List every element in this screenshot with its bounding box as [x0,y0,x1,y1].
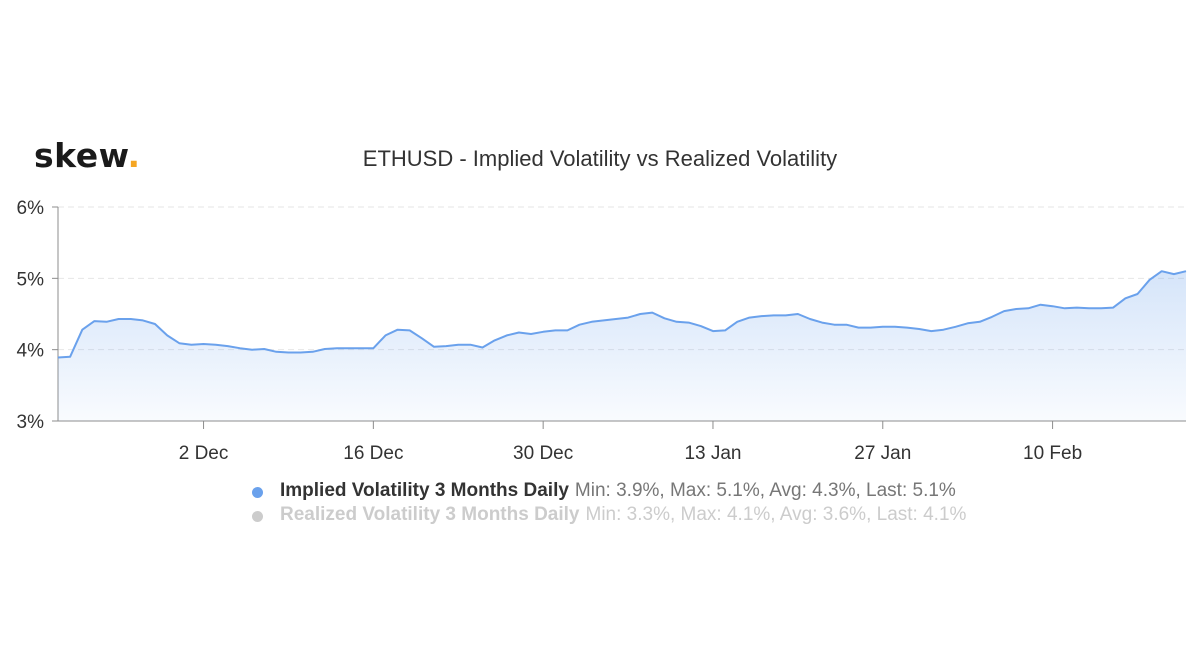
x-tick-label: 30 Dec [513,443,573,464]
y-tick-label: 3% [17,412,45,433]
legend-item-realized-volatility[interactable]: Realized Volatility 3 Months Daily Min: … [252,503,966,527]
legend-series-name: Implied Volatility 3 Months Daily [280,480,569,501]
x-tick-label: 10 Feb [1023,443,1082,464]
legend-item-implied-volatility[interactable]: Implied Volatility 3 Months Daily Min: 3… [252,479,966,503]
x-tick-label: 27 Jan [854,443,911,464]
y-axis: 3% 4% 5% 6% [17,198,59,433]
plot-area [57,270,1187,421]
x-tick-label: 16 Dec [343,443,403,464]
series-line[interactable] [57,270,1187,359]
x-axis: 2 Dec 16 Dec 30 Dec 13 Jan 27 Jan 10 Feb [58,420,1186,464]
legend-series-name: Realized Volatility 3 Months Daily [280,504,580,525]
legend-marker-dot [252,511,263,522]
legend-series-stats: Min: 3.9%, Max: 5.1%, Avg: 4.3%, Last: 5… [574,480,956,501]
y-tick-label: 5% [17,269,45,290]
legend-series-stats: Min: 3.3%, Max: 4.1%, Avg: 3.6%, Last: 4… [585,504,967,525]
chart-title: ETHUSD - Implied Volatility vs Realized … [362,146,838,171]
x-tick-label: 2 Dec [179,443,229,464]
x-tick-label: 13 Jan [684,443,741,464]
series-area-fill [58,271,1186,421]
logo-dot: . [127,136,141,175]
y-tick-label: 6% [17,198,45,219]
y-tick-label: 4% [17,341,45,362]
logo-text: skew [34,136,128,175]
legend: Implied Volatility 3 Months Daily Min: 3… [252,479,966,527]
legend-marker-dot [252,487,263,498]
skew-logo: skew. [34,136,141,175]
